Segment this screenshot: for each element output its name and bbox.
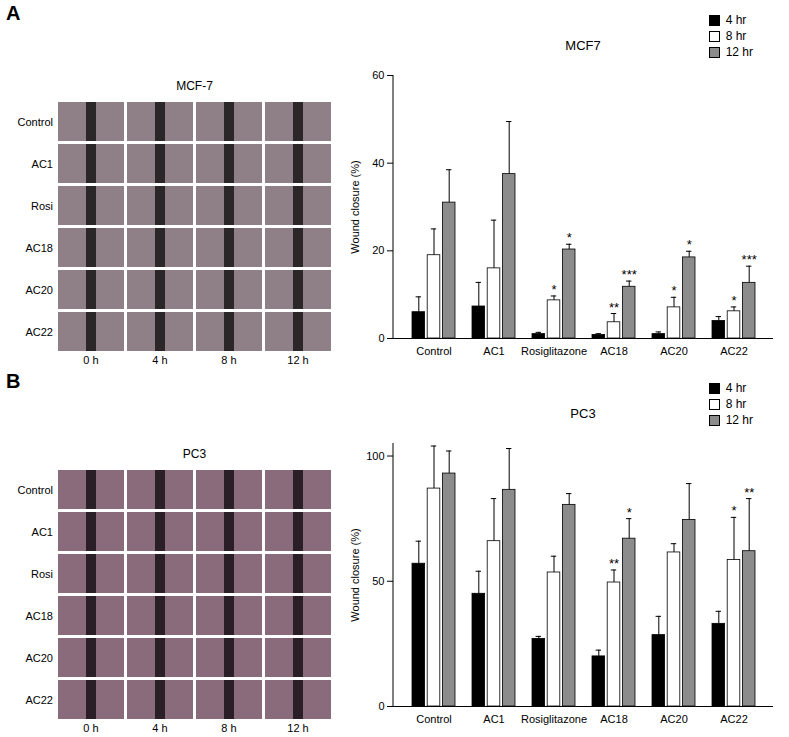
svg-text:40: 40 xyxy=(372,157,384,169)
svg-text:0: 0 xyxy=(378,700,384,712)
svg-text:0: 0 xyxy=(378,332,384,344)
html-text:PC3: PC3 xyxy=(570,406,596,421)
html-text:12 hr: 12 hr xyxy=(725,413,753,427)
svg-text:*: * xyxy=(551,282,556,297)
svg-text:AC1: AC1 xyxy=(483,713,504,725)
svg-text:Wound closure (%): Wound closure (%) xyxy=(349,528,361,621)
svg-text:**: ** xyxy=(744,485,754,500)
svg-text:100: 100 xyxy=(366,450,384,462)
svg-text:8 h: 8 h xyxy=(221,354,236,366)
html-text:8 hr: 8 hr xyxy=(725,397,747,411)
svg-text:*: * xyxy=(731,503,736,518)
svg-text:***: *** xyxy=(742,252,757,267)
svg-text:**: ** xyxy=(609,300,619,315)
svg-text:***: *** xyxy=(622,267,637,282)
svg-text:AC1: AC1 xyxy=(483,345,504,357)
svg-text:*: * xyxy=(731,293,736,308)
html-text:B: B xyxy=(6,370,21,392)
html-text:4 hr: 4 hr xyxy=(725,13,747,27)
svg-text:Rosi: Rosi xyxy=(31,200,53,212)
svg-text:12 h: 12 h xyxy=(287,722,308,734)
svg-text:*: * xyxy=(627,505,632,520)
svg-text:AC22: AC22 xyxy=(25,694,53,706)
svg-text:Rosi: Rosi xyxy=(31,568,53,580)
svg-text:Control: Control xyxy=(416,713,451,725)
svg-text:AC22: AC22 xyxy=(720,345,748,357)
svg-text:0 h: 0 h xyxy=(83,722,98,734)
svg-text:4 h: 4 h xyxy=(152,354,167,366)
svg-text:0 h: 0 h xyxy=(83,354,98,366)
html-text:4 hr: 4 hr xyxy=(725,381,747,395)
svg-text:AC20: AC20 xyxy=(25,652,53,664)
svg-text:Control: Control xyxy=(18,116,53,128)
svg-text:AC18: AC18 xyxy=(600,713,628,725)
svg-text:Control: Control xyxy=(416,345,451,357)
svg-text:AC1: AC1 xyxy=(32,158,53,170)
svg-text:20: 20 xyxy=(372,244,384,256)
svg-text:MCF-7: MCF-7 xyxy=(176,79,213,93)
svg-text:4 h: 4 h xyxy=(152,722,167,734)
svg-text:Control: Control xyxy=(18,484,53,496)
html-text:8 hr: 8 hr xyxy=(725,29,747,43)
svg-text:*: * xyxy=(687,237,692,252)
svg-text:AC22: AC22 xyxy=(25,326,53,338)
svg-text:AC20: AC20 xyxy=(25,284,53,296)
svg-text:PC3: PC3 xyxy=(183,447,207,461)
svg-text:Rosiglitazone: Rosiglitazone xyxy=(521,345,587,357)
svg-text:AC18: AC18 xyxy=(25,610,53,622)
svg-text:AC1: AC1 xyxy=(32,526,53,538)
html-text:MCF7: MCF7 xyxy=(565,38,601,53)
html-text:A: A xyxy=(6,2,21,24)
svg-text:12 h: 12 h xyxy=(287,354,308,366)
svg-text:AC18: AC18 xyxy=(25,242,53,254)
svg-text:AC20: AC20 xyxy=(660,713,688,725)
svg-text:AC22: AC22 xyxy=(720,713,748,725)
svg-text:*: * xyxy=(567,230,572,245)
svg-text:8 h: 8 h xyxy=(221,722,236,734)
svg-text:Rosiglitazone: Rosiglitazone xyxy=(521,713,587,725)
svg-text:60: 60 xyxy=(372,69,384,81)
html-text:12 hr: 12 hr xyxy=(725,45,753,59)
svg-text:AC20: AC20 xyxy=(660,345,688,357)
svg-text:*: * xyxy=(671,283,676,298)
svg-text:AC18: AC18 xyxy=(600,345,628,357)
svg-text:50: 50 xyxy=(372,575,384,587)
svg-text:Wound closure (%): Wound closure (%) xyxy=(349,160,361,253)
svg-text:**: ** xyxy=(609,556,619,571)
